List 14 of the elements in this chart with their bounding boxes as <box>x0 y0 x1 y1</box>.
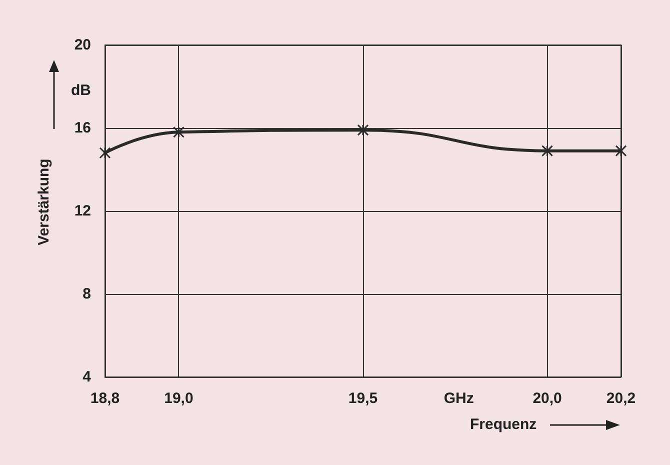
y-tick-label: dB <box>71 82 92 100</box>
y-tick-label: 20 <box>74 36 91 54</box>
x-axis-title: Frequenz <box>470 416 537 433</box>
x-tick-label: 20,2 <box>606 390 636 407</box>
y-tick-label: 12 <box>74 202 91 220</box>
x-tick-label: 19,5 <box>348 390 378 407</box>
x-tick-label: GHz <box>444 390 474 407</box>
y-tick-label: 4 <box>82 368 92 386</box>
y-tick-label: 16 <box>74 120 91 136</box>
x-tick-label: 19,0 <box>164 390 194 407</box>
x-tick-label: 18,8 <box>90 390 120 407</box>
y-axis-title: Verstärkung <box>36 158 52 246</box>
x-tick-label: 20,0 <box>532 390 562 407</box>
y-tick-label: 8 <box>82 286 91 302</box>
